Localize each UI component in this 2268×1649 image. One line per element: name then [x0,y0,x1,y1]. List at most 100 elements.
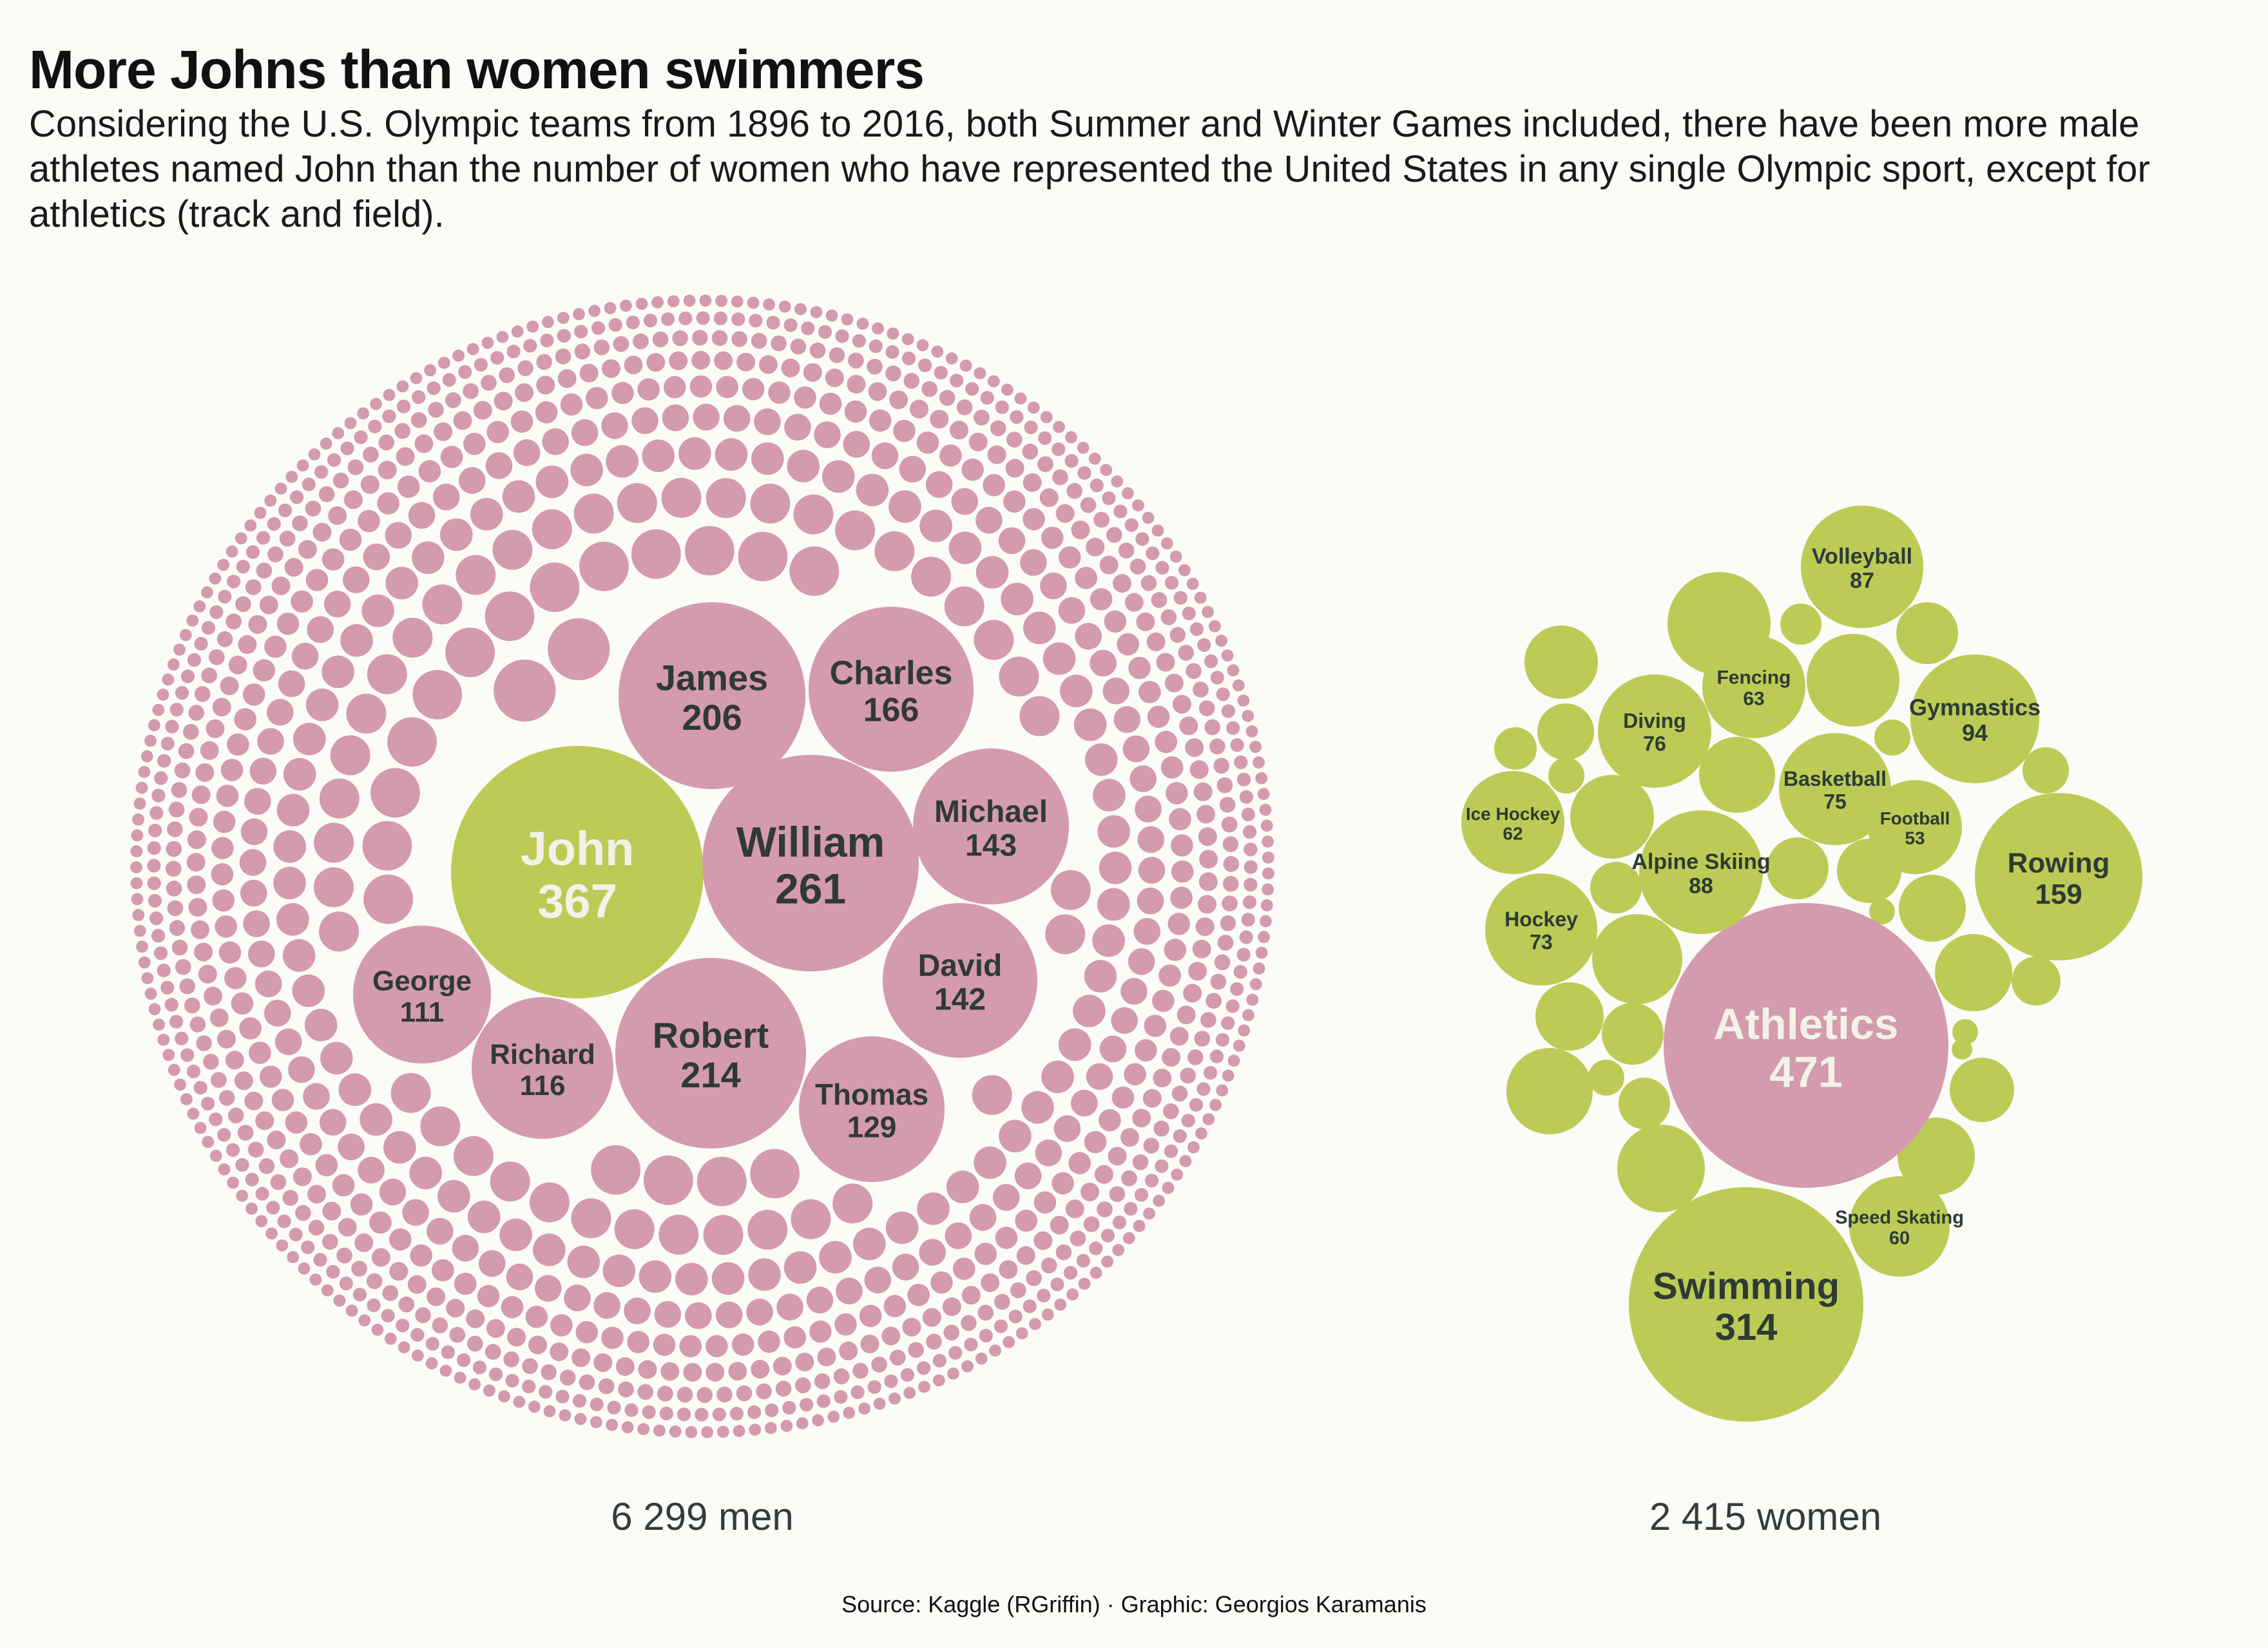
bubble-name [652,331,669,348]
bubble-name [180,1093,193,1105]
bubble-name [287,1251,300,1263]
bubble-hockey [1485,873,1597,986]
bubble-name [148,893,162,908]
bubble-name [267,546,284,562]
bubble-name [343,490,363,510]
bubble-name [947,1368,959,1380]
bubble-james [619,602,805,789]
bubble-name [716,1425,729,1438]
bubble-sport [1592,914,1682,1004]
bubble-name [1143,1138,1160,1154]
bubble-name [157,689,169,701]
bubble-name [194,942,213,962]
bubble-name [236,560,250,574]
bubble-name [502,480,535,513]
bubble-name [1253,756,1265,769]
bubble-name [1171,860,1194,883]
bubble-name [1142,1089,1162,1108]
bubble-label-swimming: Swimming [1653,1265,1840,1307]
bubble-name [601,1326,624,1349]
bubble-name [1163,1103,1179,1120]
bubble-name [217,1029,236,1049]
bubble-name [227,733,249,756]
bubble-name [881,1326,901,1346]
bubble-name [383,388,396,401]
bubble-name [975,556,1009,589]
bubble-name [1242,1009,1254,1022]
bubble-name [1033,1191,1057,1214]
bubble-name [974,1243,997,1265]
bubble-name [193,1081,207,1095]
bubble-name [789,546,840,596]
bubble-name [1041,1060,1074,1093]
bubble-name [751,442,784,475]
bubble-name [194,1121,207,1134]
bubble-name [871,1357,887,1373]
bubble-name [140,750,153,763]
bubble-sport [1896,602,1958,664]
bubble-name [1066,1288,1079,1301]
bubble-alpine-skiing [1639,810,1763,934]
bubble-name [1134,1188,1149,1202]
bubble-value-hockey: 73 [1530,930,1553,953]
bubble-name [228,655,247,674]
bubble-name [728,1362,747,1381]
bubble-name [446,1299,465,1318]
bubble-name [557,369,577,388]
bubble-name [255,1187,269,1201]
bubble-name [434,422,453,441]
bubble-name [276,613,300,635]
bubble-name [212,698,231,717]
bubble-name [350,1193,373,1216]
bubble-name [793,494,834,535]
bubble-name [780,1420,793,1433]
bubble-basketball [1779,733,1891,845]
bubble-name [731,295,744,308]
bubble-sport [2023,747,2069,794]
bubble-name [540,334,554,348]
bubble-name [1171,834,1193,857]
bubble-name [1003,490,1026,513]
bubble-name [292,974,325,1007]
bubble-name [1120,978,1148,1005]
bubble-name [642,1405,656,1419]
bubble-name [975,1352,988,1365]
bubble-name [977,1304,994,1321]
bubble-name [816,1394,831,1408]
bubble-name [1222,836,1239,852]
bubble-name [1023,611,1056,645]
bubble-name [706,478,746,519]
bubble-name [1155,1159,1169,1173]
bubble-label-athletics: Athletics [1713,1000,1898,1049]
bubble-name [900,1368,914,1382]
bubble-name [756,1383,772,1400]
bubble-name [1200,1012,1216,1028]
bubble-name [385,522,412,549]
bubble-name [1189,1098,1204,1112]
bubble-name [367,654,407,694]
bubble-name [1146,632,1166,651]
bubble-name [1219,797,1236,813]
bubble-name [860,1334,879,1353]
bubble-name [467,1335,483,1352]
bubble-name [1164,939,1187,961]
bubble-label-george: George [372,965,472,996]
bubble-name [183,723,199,740]
bubble-sport [2012,957,2061,1006]
bubble-name [750,483,791,524]
bubble-name [454,1136,494,1176]
bubble-name [853,1227,886,1261]
bubble-name [440,446,463,468]
bubble-name [193,600,206,613]
bubble-name [530,562,580,613]
bubble-name [591,321,606,335]
bubble-name [160,736,175,751]
bubble-name [1217,935,1234,951]
bubble-name [133,797,146,810]
bubble-label-rowing: Rowing [2008,847,2110,879]
bubble-name [410,412,427,428]
bubble-name [149,911,164,926]
bubble-name [472,1360,487,1375]
bubble-name [144,987,157,1000]
bubble-name [975,506,1003,534]
